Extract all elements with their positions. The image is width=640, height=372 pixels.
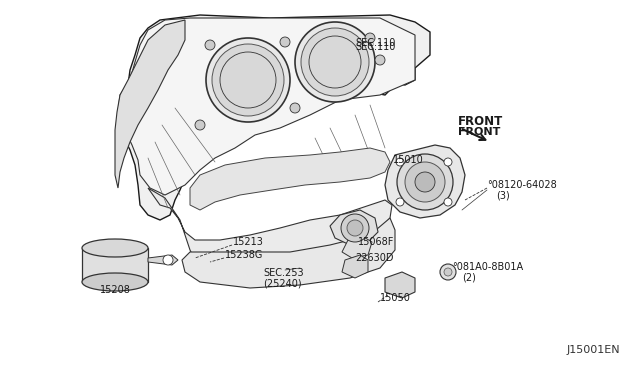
Text: (25240): (25240) — [263, 278, 301, 288]
Circle shape — [444, 158, 452, 166]
Text: J15001EN: J15001EN — [566, 345, 620, 355]
Polygon shape — [342, 255, 368, 278]
Circle shape — [341, 214, 369, 242]
Text: (3): (3) — [496, 190, 509, 200]
Polygon shape — [82, 248, 148, 282]
Text: 15238G: 15238G — [225, 250, 264, 260]
Text: (2): (2) — [462, 272, 476, 282]
Polygon shape — [190, 148, 390, 210]
Polygon shape — [385, 145, 465, 218]
Circle shape — [163, 255, 173, 265]
Polygon shape — [118, 15, 430, 220]
Polygon shape — [148, 255, 178, 265]
Circle shape — [290, 103, 300, 113]
Circle shape — [396, 158, 404, 166]
Circle shape — [440, 264, 456, 280]
Circle shape — [396, 198, 404, 206]
Circle shape — [444, 198, 452, 206]
Ellipse shape — [82, 239, 148, 257]
Circle shape — [397, 154, 453, 210]
Circle shape — [280, 37, 290, 47]
Text: SEC.110: SEC.110 — [355, 38, 396, 48]
Ellipse shape — [82, 273, 148, 291]
Polygon shape — [330, 210, 378, 245]
Circle shape — [301, 28, 369, 96]
Polygon shape — [385, 272, 415, 298]
Text: °08120-64028: °08120-64028 — [487, 180, 557, 190]
Circle shape — [205, 40, 215, 50]
Circle shape — [415, 172, 435, 192]
Text: SEC.253: SEC.253 — [263, 268, 303, 278]
Circle shape — [347, 220, 363, 236]
Polygon shape — [182, 218, 395, 288]
Text: 15208: 15208 — [100, 285, 131, 295]
Circle shape — [365, 33, 375, 43]
Text: 15050: 15050 — [380, 293, 411, 303]
Text: 15068F: 15068F — [358, 237, 394, 247]
Text: °081A0-8B01A: °081A0-8B01A — [452, 262, 523, 272]
Polygon shape — [148, 188, 392, 268]
Text: FRONT: FRONT — [458, 127, 500, 137]
Text: 15213: 15213 — [233, 237, 264, 247]
Text: SEC.110: SEC.110 — [355, 42, 396, 52]
Circle shape — [405, 162, 445, 202]
Circle shape — [375, 55, 385, 65]
Polygon shape — [342, 236, 372, 258]
Circle shape — [212, 44, 284, 116]
Circle shape — [206, 38, 290, 122]
Polygon shape — [115, 20, 185, 188]
Circle shape — [295, 22, 375, 102]
Text: FRONT: FRONT — [458, 115, 503, 128]
Polygon shape — [118, 18, 415, 195]
Text: 15010: 15010 — [393, 155, 424, 165]
Circle shape — [195, 120, 205, 130]
Circle shape — [444, 268, 452, 276]
Text: 22630D: 22630D — [355, 253, 394, 263]
